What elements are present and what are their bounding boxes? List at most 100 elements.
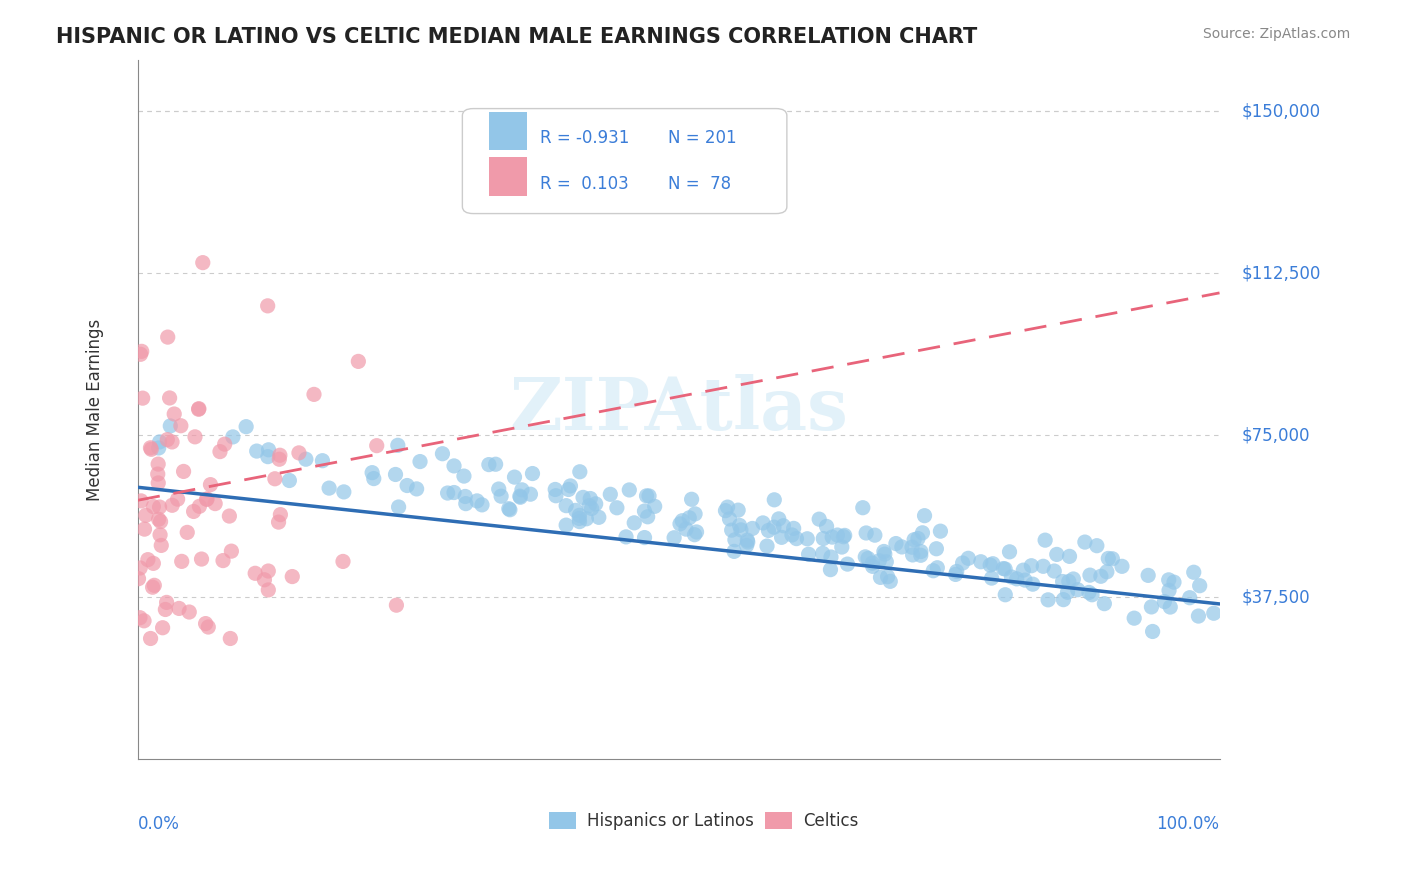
Point <box>129 347 152 361</box>
Point <box>142 580 165 594</box>
Point <box>132 614 155 628</box>
Point <box>727 503 749 517</box>
Point <box>782 521 804 535</box>
Point <box>156 330 179 344</box>
Point <box>221 544 243 558</box>
Point <box>243 566 266 581</box>
Point <box>129 561 152 575</box>
Point <box>756 539 779 553</box>
Point <box>724 533 747 547</box>
Point <box>488 482 510 496</box>
Point <box>957 551 980 566</box>
Point <box>981 557 1004 571</box>
Bar <box>765 812 793 830</box>
Point <box>945 567 967 582</box>
Point <box>568 511 591 525</box>
Point <box>179 605 201 619</box>
Point <box>979 558 1001 572</box>
Text: Source: ZipAtlas.com: Source: ZipAtlas.com <box>1202 27 1350 41</box>
Point <box>811 546 834 560</box>
Point <box>1059 549 1081 564</box>
Point <box>863 528 886 542</box>
Point <box>737 535 759 549</box>
Point <box>681 492 703 507</box>
Point <box>149 515 172 529</box>
Point <box>499 502 522 516</box>
Point <box>796 532 818 546</box>
Point <box>1081 588 1104 602</box>
Point <box>264 472 287 486</box>
Point <box>758 524 780 538</box>
Point <box>131 391 153 405</box>
Point <box>644 500 666 514</box>
Point <box>363 472 385 486</box>
Point <box>678 511 700 525</box>
Point <box>1182 566 1205 580</box>
Point <box>572 491 595 505</box>
Text: 0.0%: 0.0% <box>138 815 180 833</box>
Point <box>1157 583 1180 598</box>
Point <box>332 554 354 568</box>
Point <box>148 512 170 526</box>
Point <box>485 457 508 471</box>
Point <box>347 354 370 368</box>
Point <box>142 557 165 571</box>
Point <box>388 500 411 514</box>
Point <box>970 555 993 569</box>
Point <box>581 501 603 516</box>
Point <box>1092 597 1115 611</box>
Point <box>146 467 169 481</box>
Point <box>129 610 152 624</box>
Point <box>1052 574 1074 589</box>
Point <box>256 299 278 313</box>
Point <box>868 554 890 568</box>
Point <box>385 598 408 612</box>
Point <box>142 500 165 514</box>
Point <box>136 552 159 566</box>
Point <box>302 387 325 401</box>
Text: N =  78: N = 78 <box>668 175 731 193</box>
Point <box>1142 624 1164 639</box>
Point <box>862 559 884 574</box>
Point <box>763 492 786 507</box>
Point <box>820 549 842 564</box>
Text: ZIPAtlas: ZIPAtlas <box>509 374 848 445</box>
Point <box>409 454 432 468</box>
Point <box>619 483 641 497</box>
Point <box>683 507 706 521</box>
Point <box>405 482 427 496</box>
Point <box>1056 585 1078 599</box>
Point <box>212 553 235 567</box>
Point <box>156 433 179 447</box>
Point <box>1137 568 1160 582</box>
FancyBboxPatch shape <box>463 109 787 213</box>
Point <box>1153 594 1175 608</box>
Point <box>257 450 280 464</box>
Point <box>135 508 157 523</box>
Point <box>219 632 242 646</box>
Point <box>741 521 763 535</box>
Point <box>1052 592 1074 607</box>
Point <box>1157 573 1180 587</box>
Point <box>1078 568 1101 582</box>
Point <box>623 516 645 530</box>
Point <box>257 442 280 457</box>
Point <box>606 500 628 515</box>
Point <box>129 494 152 508</box>
Point <box>1033 533 1056 548</box>
Point <box>453 469 475 483</box>
Point <box>834 528 856 542</box>
Point <box>952 556 974 570</box>
Point <box>1066 582 1088 597</box>
Point <box>588 510 610 524</box>
Point <box>837 557 859 571</box>
Point <box>139 632 162 646</box>
Point <box>288 446 311 460</box>
Point <box>1159 600 1181 615</box>
Point <box>855 526 877 541</box>
Point <box>246 444 269 458</box>
Point <box>1014 573 1036 587</box>
Point <box>994 588 1017 602</box>
Point <box>1163 575 1185 590</box>
Text: R = -0.931: R = -0.931 <box>540 129 630 147</box>
